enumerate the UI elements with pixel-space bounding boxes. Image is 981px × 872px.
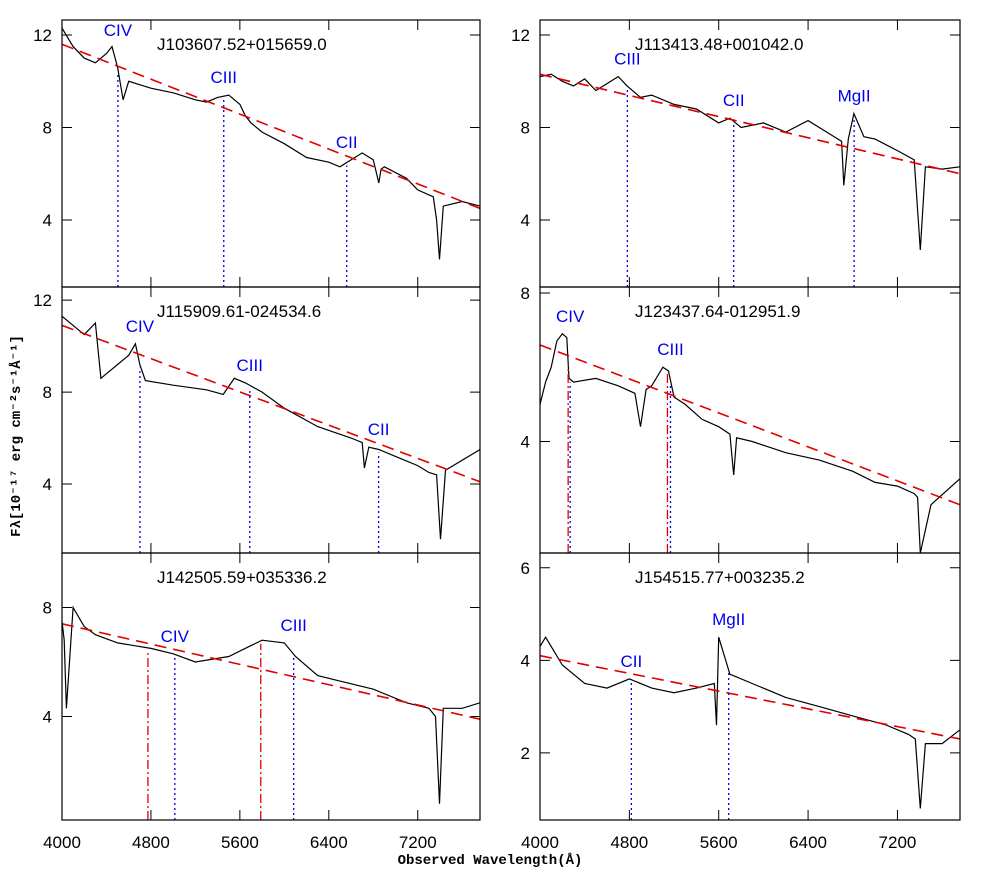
line-label: CII bbox=[621, 652, 643, 671]
panel-frame bbox=[61, 19, 481, 288]
continuum-fit bbox=[540, 73, 960, 175]
spectrum bbox=[540, 73, 960, 251]
y-axis-label: Fλ[10⁻¹⁷ erg cm⁻²s⁻¹Å⁻¹] bbox=[8, 335, 25, 537]
spectrum bbox=[540, 332, 960, 553]
panel-frame bbox=[61, 286, 481, 554]
y-tick-label: 4 bbox=[43, 475, 52, 494]
x-tick-label: 5600 bbox=[221, 833, 259, 852]
y-tick-label: 4 bbox=[43, 707, 52, 726]
panel-title: J154515.77+003235.2 bbox=[635, 568, 805, 587]
continuum-fit bbox=[62, 623, 480, 720]
spectrum bbox=[62, 27, 480, 260]
line-label: MgII bbox=[838, 87, 871, 106]
y-tick-label: 8 bbox=[43, 598, 52, 617]
spectrum bbox=[540, 636, 960, 809]
panel-title: J142505.59+035336.2 bbox=[157, 568, 327, 587]
y-tick-label: 4 bbox=[521, 433, 530, 452]
continuum-fit bbox=[62, 324, 480, 483]
y-tick-label: 12 bbox=[33, 26, 52, 45]
y-tick-label: 8 bbox=[43, 383, 52, 402]
x-tick-label: 4000 bbox=[43, 833, 81, 852]
x-axis-label: Observed Wavelength(Å) bbox=[398, 852, 583, 869]
panel-title: J103607.52+015659.0 bbox=[157, 35, 327, 54]
x-tick-label: 7200 bbox=[399, 833, 437, 852]
line-label: CIII bbox=[237, 356, 263, 375]
line-label: CIV bbox=[556, 307, 585, 326]
line-label: CII bbox=[368, 420, 390, 439]
line-label: CIV bbox=[104, 21, 133, 40]
y-tick-label: 8 bbox=[521, 118, 530, 137]
line-label: MgII bbox=[712, 610, 745, 629]
panel: 4 8 12 CIII CII MgII J113413.48+001042.0 bbox=[511, 19, 961, 288]
y-tick-label: 4 bbox=[521, 651, 530, 670]
line-label: CII bbox=[723, 91, 745, 110]
y-tick-label: 12 bbox=[33, 291, 52, 310]
continuum-fit bbox=[62, 43, 480, 210]
x-tick-label: 4800 bbox=[132, 833, 170, 852]
panel: 4000 4800 5600 6400 7200 4 8 CIV CIII J142505.59+… bbox=[43, 552, 481, 852]
panel-title: J115909.61-024534.6 bbox=[157, 302, 321, 321]
panel: 4 8 CIV CIII J123437.64-012951.9 bbox=[521, 284, 961, 554]
continuum-fit bbox=[540, 344, 960, 506]
spectrum bbox=[62, 315, 480, 540]
panel: 4 8 12 CIV CIII CII J103607.52+015659.0 bbox=[33, 19, 481, 288]
panel-frame bbox=[539, 286, 961, 554]
line-label: CIII bbox=[211, 68, 237, 87]
line-label: CIII bbox=[280, 616, 306, 635]
panel-frame bbox=[61, 552, 481, 821]
panel-title: J113413.48+001042.0 bbox=[635, 35, 803, 54]
x-tick-label: 4800 bbox=[610, 833, 648, 852]
y-tick-label: 2 bbox=[521, 744, 530, 763]
panel: 4 8 12 CIV CIII CII J115909.61-024534.6 bbox=[33, 286, 481, 554]
x-tick-label: 5600 bbox=[700, 833, 738, 852]
y-tick-label: 8 bbox=[521, 284, 530, 303]
y-tick-label: 4 bbox=[43, 211, 52, 230]
line-label: CII bbox=[336, 133, 358, 152]
x-tick-label: 6400 bbox=[789, 833, 827, 852]
panel-frame bbox=[539, 19, 961, 288]
line-label: CIV bbox=[126, 317, 155, 336]
x-tick-label: 6400 bbox=[310, 833, 348, 852]
line-label: CIII bbox=[614, 50, 640, 69]
panel-title: J123437.64-012951.9 bbox=[635, 302, 800, 321]
spectrum bbox=[62, 605, 480, 804]
line-label: CIII bbox=[657, 340, 683, 359]
y-tick-label: 4 bbox=[521, 211, 530, 230]
y-tick-label: 6 bbox=[521, 559, 530, 578]
line-label: CIV bbox=[161, 627, 190, 646]
continuum-fit bbox=[540, 654, 960, 740]
y-tick-label: 8 bbox=[43, 118, 52, 137]
panel: 4000 4800 5600 6400 7200 2 4 6 CII MgII J154515.77… bbox=[521, 552, 961, 852]
x-tick-label: 7200 bbox=[879, 833, 917, 852]
x-tick-label: 4000 bbox=[521, 833, 559, 852]
y-tick-label: 12 bbox=[511, 26, 530, 45]
panel-frame bbox=[539, 552, 961, 821]
